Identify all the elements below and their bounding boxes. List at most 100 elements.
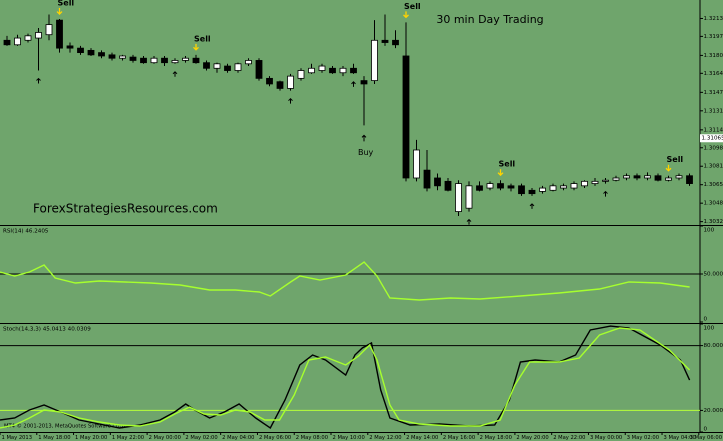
x-tick-label: 2 May 04:00 [222,435,254,441]
sell-arrow [403,11,409,19]
y-tick-label: 0 [704,317,708,323]
chart-title: 30 min Day Trading [436,13,543,26]
candle-body [507,185,515,189]
buy-arrow [361,134,367,142]
candle-body [77,47,84,54]
candle-body [549,185,557,191]
candle-body [413,149,420,179]
candle-body [570,183,578,189]
candle-body [371,39,378,81]
candle-body [381,39,389,43]
y-tick-label: 1.30320 [704,219,723,225]
x-tick-label: 2 May 16:00 [443,435,475,441]
rsi-label: RSI(14) 46.2405 [3,229,49,235]
candle-body [297,70,305,79]
signal-arrow [466,218,472,225]
sell-arrow [665,164,672,172]
candle-body [224,65,231,71]
annotation: Buy [358,148,374,157]
annotation: Sell [404,2,421,11]
y-tick-label: 100 [704,228,715,234]
y-tick-label: 1.31645 [704,71,723,77]
candle-body [675,175,683,179]
sell-arrow [193,43,199,51]
candle-body [528,189,536,195]
candle-body [339,67,347,74]
candle-body [203,62,210,69]
candle-body [129,56,137,61]
x-tick-label: 2 May 12:00 [369,435,401,441]
current-price-label: 1.31065 [702,136,723,142]
candle-body [518,185,525,195]
annotation: Sell [499,160,516,169]
y-tick-label: 1.30815 [704,164,723,170]
y-tick-label: 1.31310 [704,108,723,114]
x-tick-label: 2 May 02:00 [185,435,217,441]
annotation: Sell [667,155,684,164]
candle-body [392,39,399,46]
candle-body [665,177,672,181]
x-tick-label: 2 May 10:00 [333,435,365,441]
candle-body [3,39,11,46]
candle-body [581,180,588,187]
signal-arrow [351,81,356,87]
candle-body [35,32,42,39]
y-tick-label: 50.0000 [704,272,723,278]
y-tick-label: 1.31140 [704,127,723,133]
candle-body [119,55,126,59]
footer: MT4 © 2001-2013, MetaQuotes Software Cor… [4,423,127,430]
y-tick-label: 1.32135 [704,16,723,22]
signal-arrow [288,97,293,104]
candle-body [476,185,483,191]
sell-arrow [56,8,63,15]
candle-body [287,75,294,89]
y-tick-label: 1.31805 [704,53,723,59]
x-tick-label: 2 May 08:00 [296,435,328,441]
candle-body [560,185,567,189]
candle-body [182,57,189,61]
candle-body [633,175,641,179]
y-tick-label: 0 [704,427,708,433]
candle-body [98,52,105,57]
x-tick-label: 1 May 18:00 [38,435,70,441]
x-tick-label: 1 May 2013 [2,435,33,441]
y-tick-label: 1.30980 [704,145,723,151]
x-tick-label: 2 May 20:00 [516,435,548,441]
indicator-line [0,327,691,429]
candle-body [161,57,168,64]
candle-body [612,177,620,181]
candle-body [308,67,315,74]
candle-body [350,67,357,74]
candle-body [318,65,326,71]
candle-body [486,183,494,189]
indicator-line [0,261,690,301]
candle-body [266,77,273,85]
candle-body [360,80,368,85]
candle-body [24,35,32,41]
candle-body [140,57,147,64]
x-tick-label: 1 May 22:00 [112,435,144,441]
candle-body [539,187,546,192]
candle-body [602,179,609,182]
candle-body [686,175,693,184]
annotation: Sell [194,34,211,43]
candle-body [329,67,336,74]
x-tick-label: 2 May 18:00 [480,435,512,441]
candle-body [87,49,95,56]
annotation: Sell [58,0,75,8]
current-price-box [700,134,723,143]
signal-arrow [36,77,41,84]
sell-arrow [497,169,504,177]
y-tick-label: 1.31975 [704,34,723,40]
signal-arrow [172,71,178,77]
candle-body [455,183,462,212]
x-tick-label: 3 May 06:00 [690,435,722,441]
candle-body [434,177,441,187]
x-tick-label: 3 May 00:00 [590,435,622,441]
x-tick-label: 2 May 14:00 [406,435,438,441]
candle-body [56,19,63,49]
y-tick-label: 20.0000 [704,408,723,414]
x-tick-label: 3 May 02:00 [627,435,659,441]
stoch-label: Stoch(14,3,3) 45.0413 40.0309 [3,327,91,333]
